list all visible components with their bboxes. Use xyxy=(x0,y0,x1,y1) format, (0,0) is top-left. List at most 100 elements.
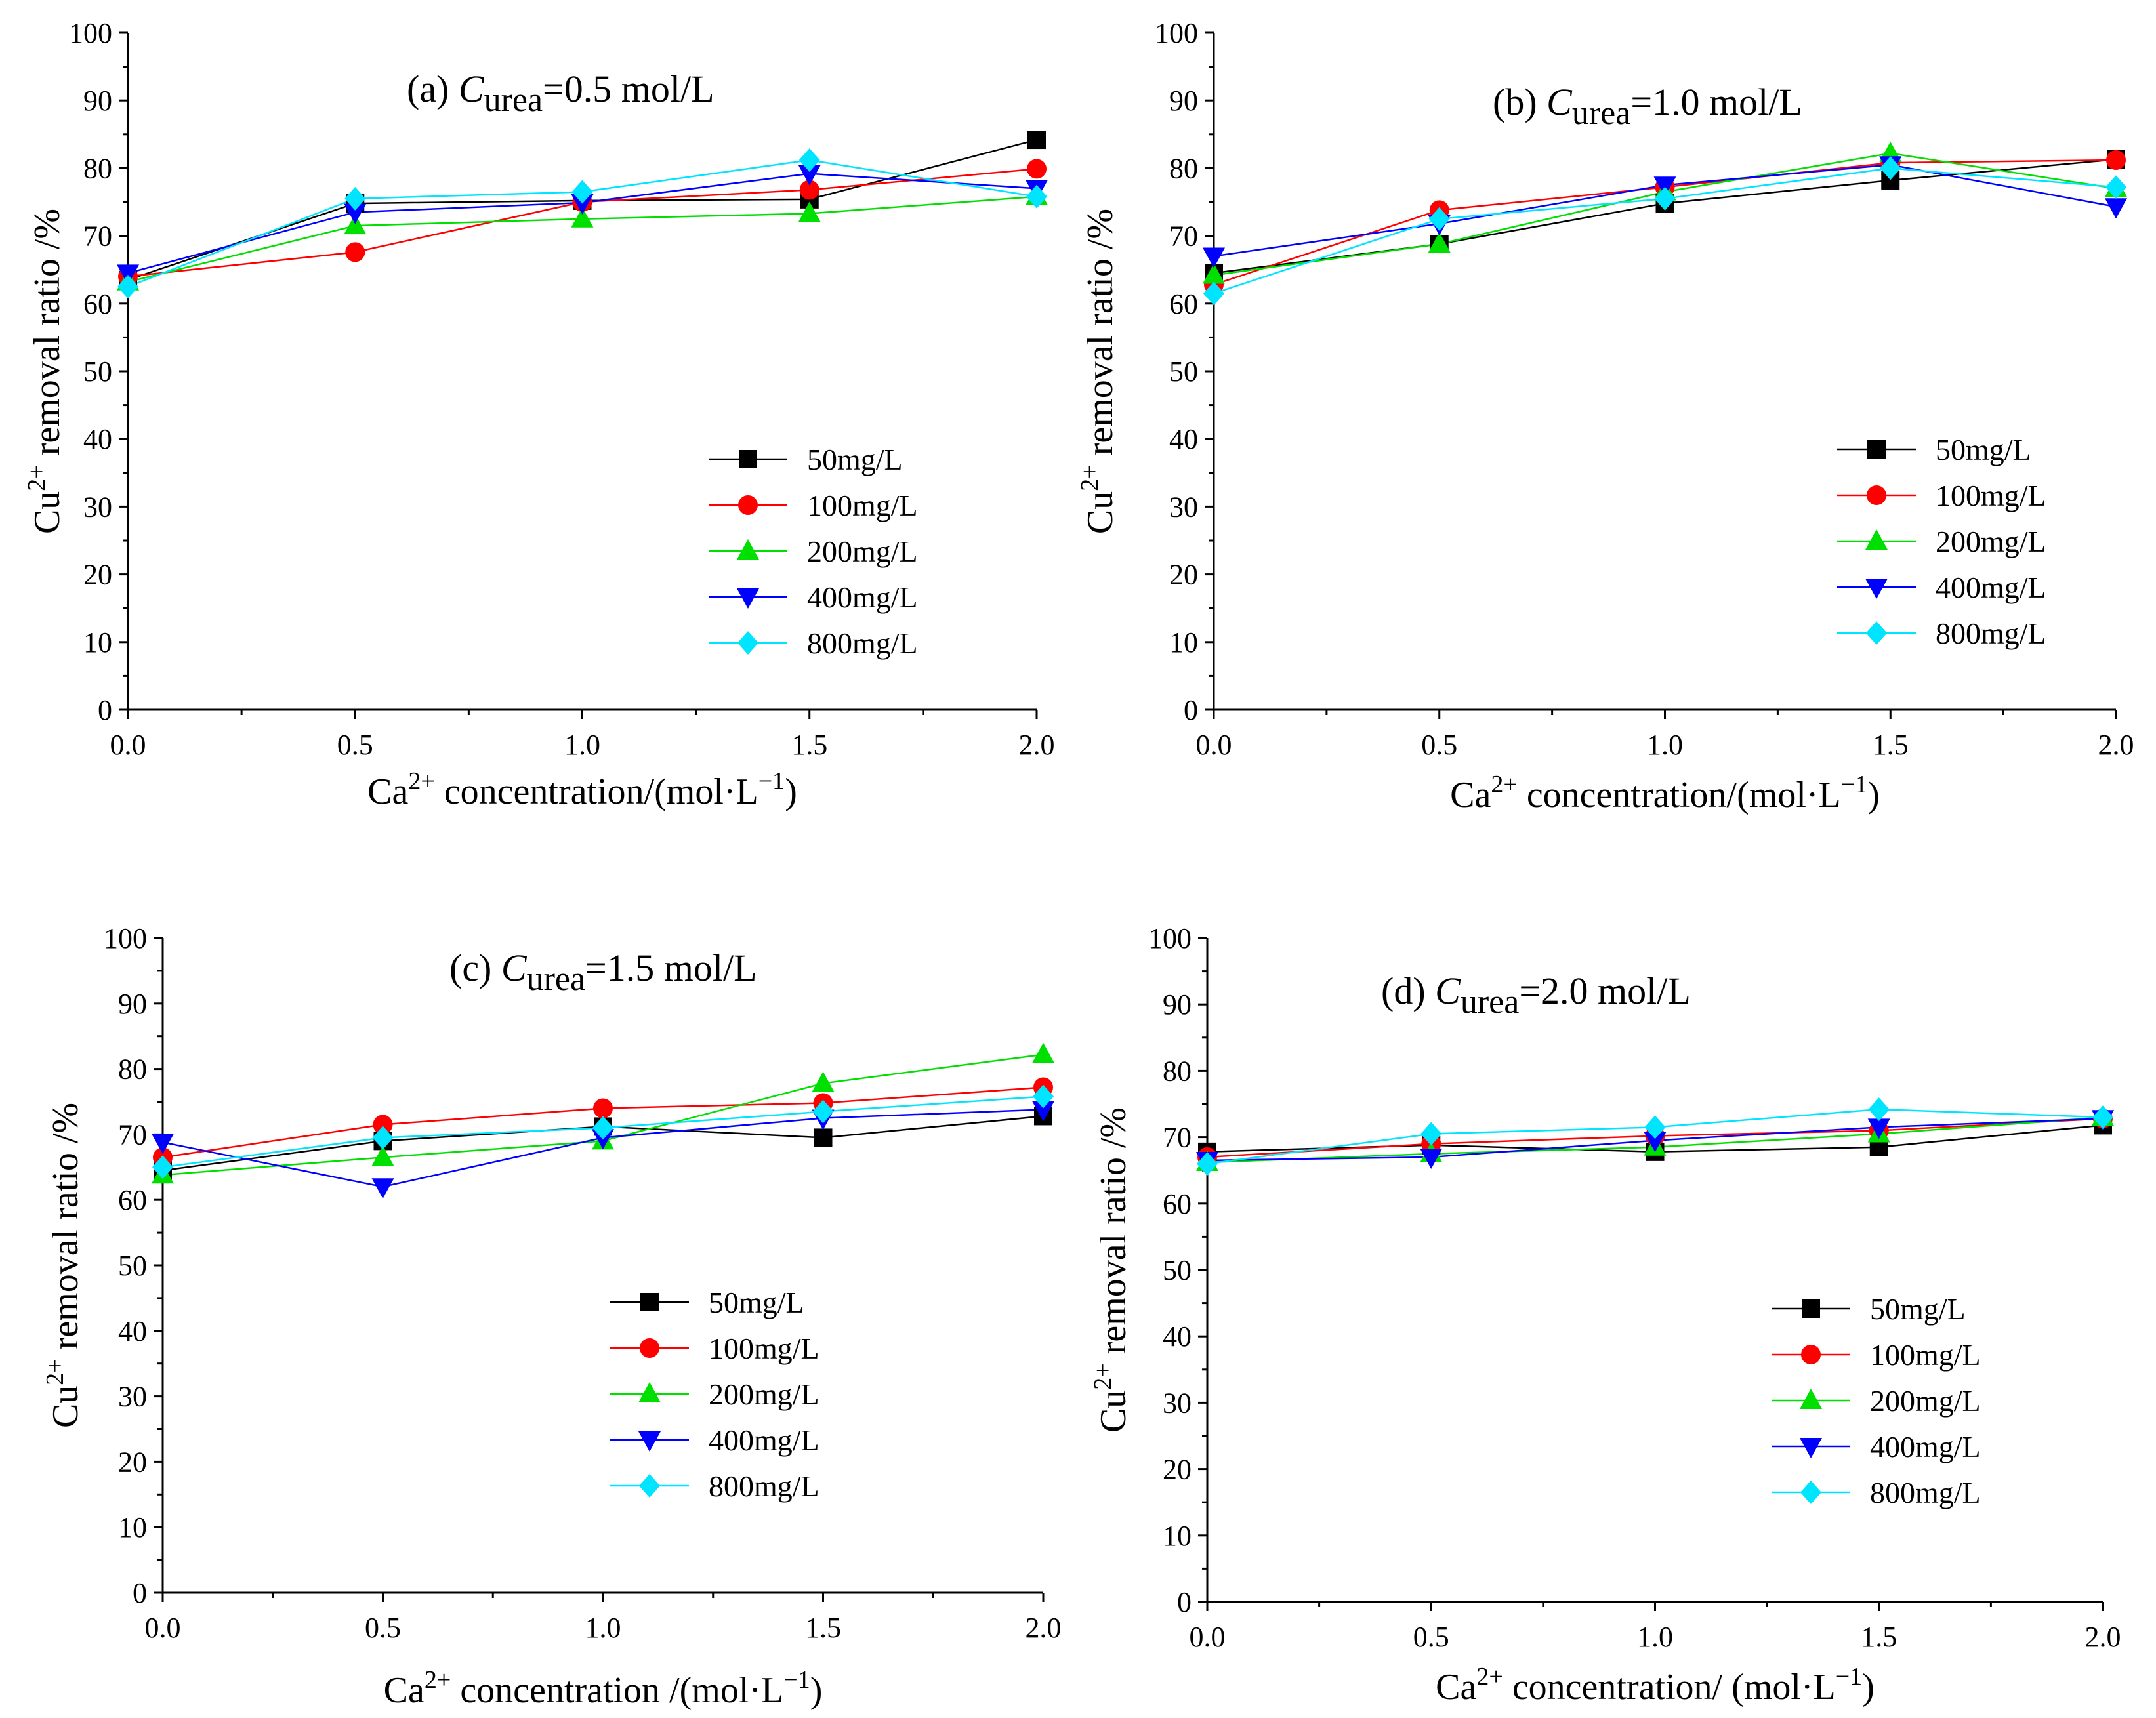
y-axis-title: Cu2+ removal ratio /% xyxy=(1089,1107,1134,1433)
y-tick-label: 100 xyxy=(1148,922,1192,954)
y-axis-title: Cu2+ removal ratio /% xyxy=(41,1103,86,1428)
y-tick-label: 30 xyxy=(1163,1387,1192,1419)
x-tick-label: 0.0 xyxy=(1196,729,1232,761)
legend-marker xyxy=(1800,1438,1822,1458)
legend-marker xyxy=(1801,1345,1821,1364)
legend-marker xyxy=(639,1474,660,1498)
data-point xyxy=(1203,247,1225,268)
y-tick-label: 10 xyxy=(83,626,112,659)
legend-label: 400mg/L xyxy=(1870,1430,1981,1463)
y-tick-label: 80 xyxy=(1163,1055,1192,1087)
panel-title: (d) Curea=2.0 mol/L xyxy=(1381,970,1691,1021)
data-point xyxy=(798,165,821,186)
data-point xyxy=(1644,1115,1666,1139)
x-tick-label: 1.5 xyxy=(1861,1621,1897,1653)
y-tick-label: 40 xyxy=(83,423,112,455)
y-tick-label: 30 xyxy=(83,491,112,523)
panel-title: (c) Curea=1.5 mol/L xyxy=(449,947,757,998)
data-point xyxy=(1653,176,1676,197)
legend: 50mg/L 100mg/L 200mg/L 400mg/L 800mg/L xyxy=(1772,1292,1981,1509)
chart-panel-b: 0 10 20 30 40 50 60 70 80 90 100 0.0 0.5 1.0 1.5 2.0 (b)… xyxy=(1076,17,2134,815)
data-point xyxy=(571,180,593,204)
x-tick-label: 2.0 xyxy=(2098,729,2134,761)
y-tick-label: 20 xyxy=(83,559,112,591)
legend-marker xyxy=(1866,621,1887,645)
data-point xyxy=(373,1115,393,1135)
x-tick-label: 1.0 xyxy=(1647,729,1683,761)
data-point xyxy=(117,275,138,298)
data-point xyxy=(1203,281,1224,306)
chart-panel-d: 0 10 20 30 40 50 60 70 80 90 100 0.0 0.5 1.0 1.5 2.0 (d)… xyxy=(1089,922,2121,1708)
data-point xyxy=(812,1071,835,1092)
x-axis-title: Ca2+ concentration/(mol·L−1) xyxy=(1450,771,1880,815)
legend-marker xyxy=(1867,440,1886,459)
data-point xyxy=(1027,131,1046,150)
data-point xyxy=(1644,1132,1667,1153)
x-tick-label: 0.5 xyxy=(1413,1621,1449,1653)
x-tick-label: 0.5 xyxy=(337,729,373,761)
y-tick-label: 90 xyxy=(1169,85,1198,117)
x-tick-label: 1.5 xyxy=(805,1612,841,1644)
data-point xyxy=(371,1145,394,1166)
legend-label: 200mg/L xyxy=(807,535,918,568)
data-point xyxy=(1032,1101,1054,1122)
y-tick-label: 60 xyxy=(118,1184,147,1216)
data-point xyxy=(1027,159,1047,179)
data-point xyxy=(2105,198,2127,219)
legend-marker xyxy=(1867,485,1886,505)
data-point xyxy=(1026,184,1047,209)
y-tick-label: 50 xyxy=(118,1250,147,1282)
data-point xyxy=(117,264,139,285)
data-point xyxy=(1654,186,1676,211)
x-tick-label: 1.0 xyxy=(1637,1621,1673,1653)
legend-marker xyxy=(640,1338,659,1358)
x-tick-label: 2.0 xyxy=(1026,1612,1062,1644)
y-tick-label: 10 xyxy=(1163,1520,1192,1552)
data-point xyxy=(1033,1084,1054,1109)
y-tick-label: 70 xyxy=(118,1118,147,1151)
legend-marker xyxy=(1800,1389,1822,1409)
y-tick-label: 100 xyxy=(104,922,147,954)
data-point xyxy=(345,242,365,262)
x-axis-title: Ca2+ concentration/(mol·L−1) xyxy=(367,767,797,812)
data-point xyxy=(571,207,594,228)
data-point xyxy=(1880,156,1901,180)
y-tick-label: 50 xyxy=(83,356,112,388)
data-point xyxy=(2106,150,2126,171)
data-point xyxy=(344,214,367,235)
legend-label: 400mg/L xyxy=(807,581,918,614)
y-axis-title: Cu2+ removal ratio /% xyxy=(1076,209,1121,534)
legend: 50mg/L 100mg/L 200mg/L 400mg/L 800mg/L xyxy=(610,1286,819,1503)
legend-label: 800mg/L xyxy=(1936,617,2046,650)
y-tick-label: 30 xyxy=(1169,491,1198,523)
data-point xyxy=(344,186,366,211)
data-point xyxy=(1868,1097,1890,1122)
y-axis-title: Cu2+ removal ratio /% xyxy=(23,209,68,534)
legend-label: 100mg/L xyxy=(807,489,918,522)
legend-label: 100mg/L xyxy=(1936,479,2046,512)
legend-marker xyxy=(640,1293,659,1311)
y-tick-label: 100 xyxy=(69,17,112,49)
y-tick-label: 50 xyxy=(1169,356,1198,388)
x-tick-label: 0.0 xyxy=(110,729,146,761)
legend-marker xyxy=(1800,1481,1821,1504)
panel-title: (b) Curea=1.0 mol/L xyxy=(1493,81,1802,132)
x-tick-label: 1.0 xyxy=(564,729,600,761)
y-tick-label: 40 xyxy=(1163,1320,1192,1353)
y-tick-label: 10 xyxy=(118,1511,147,1544)
data-point xyxy=(1420,1148,1443,1169)
legend-marker xyxy=(737,539,759,560)
y-tick-label: 0 xyxy=(1177,1586,1192,1618)
y-tick-label: 40 xyxy=(118,1315,147,1347)
legend: 50mg/L 100mg/L 200mg/L 400mg/L 800mg/L xyxy=(1837,433,2046,650)
y-tick-label: 20 xyxy=(1163,1454,1192,1486)
data-point xyxy=(2105,175,2126,199)
data-point xyxy=(798,201,821,222)
legend-label: 50mg/L xyxy=(1870,1292,1966,1326)
y-tick-label: 80 xyxy=(1169,152,1198,184)
y-tick-label: 70 xyxy=(1169,220,1198,253)
data-point xyxy=(344,203,367,224)
legend-label: 50mg/L xyxy=(709,1286,804,1319)
legend-label: 50mg/L xyxy=(807,443,903,476)
legend: 50mg/L 100mg/L 200mg/L 400mg/L 800mg/L xyxy=(709,443,918,660)
